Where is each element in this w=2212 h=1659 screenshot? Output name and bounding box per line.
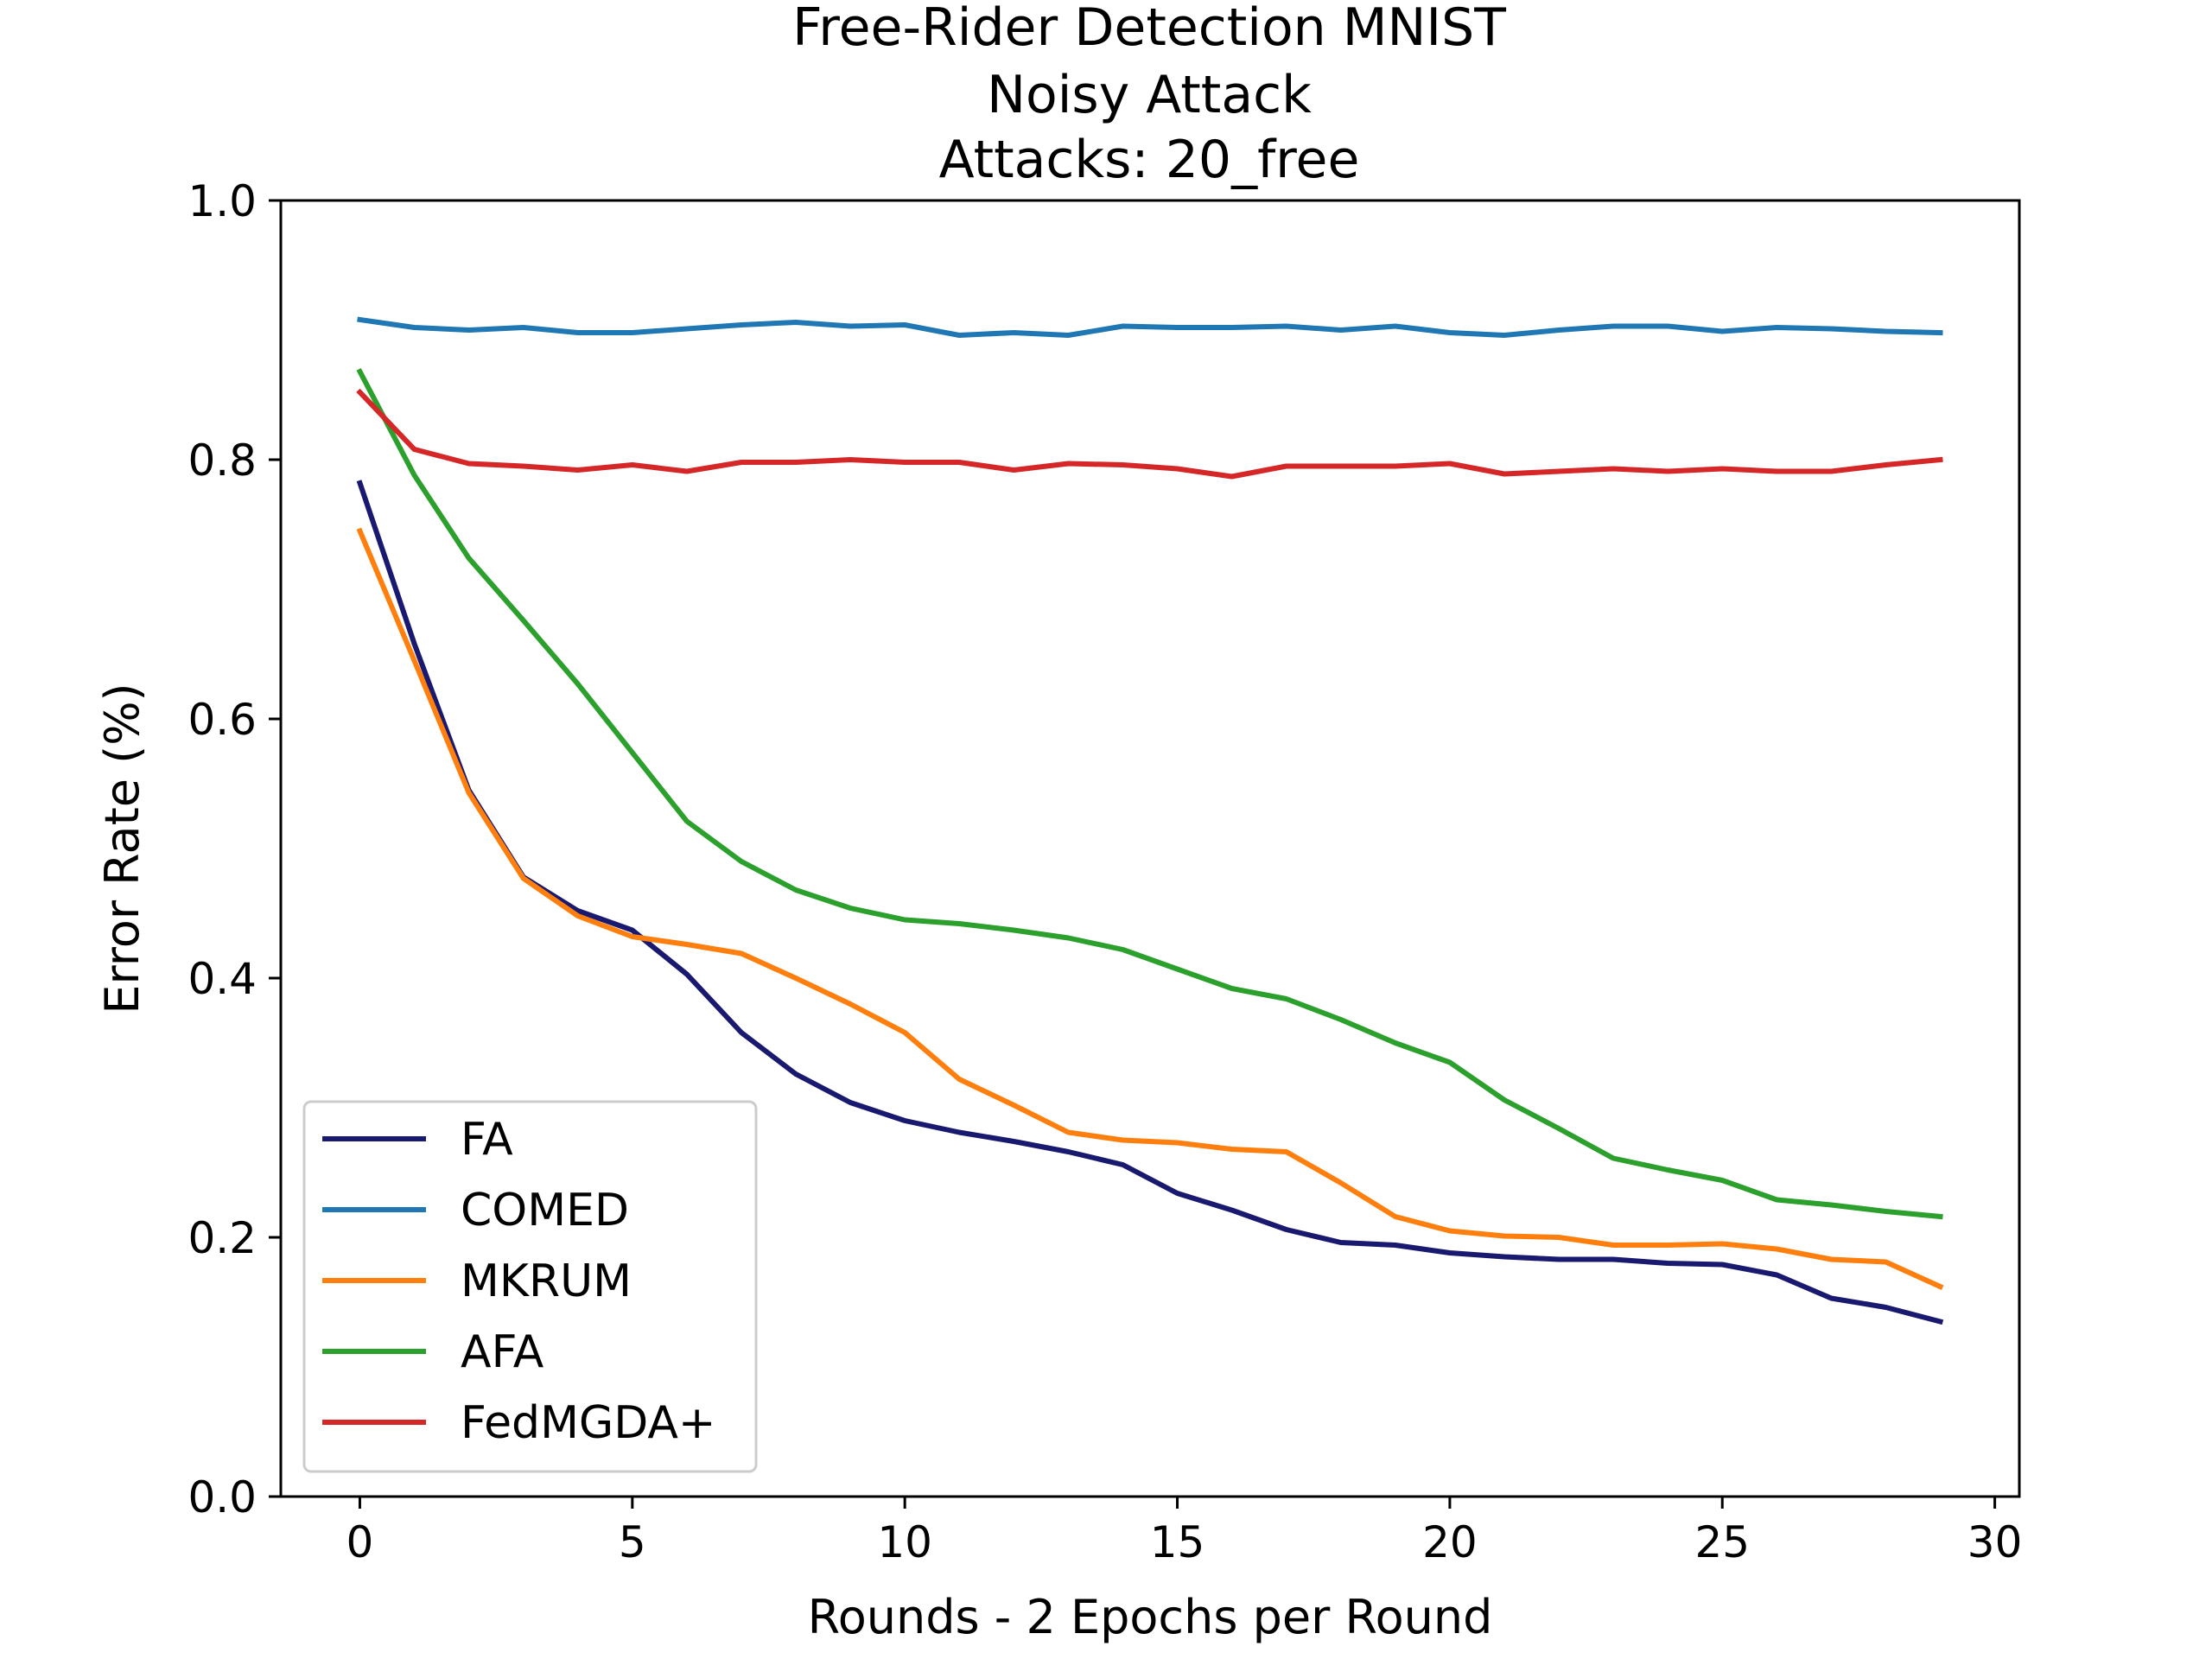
legend-label: COMED [461, 1185, 629, 1236]
y-axis-ticks: 0.0 0.2 0.4 0.6 0.8 1.0 [188, 176, 281, 1522]
y-tick-label: 0.2 [188, 1213, 257, 1263]
title-line-1: Free-Rider Detection MNIST [792, 0, 1506, 58]
legend-label: MKRUM [461, 1255, 632, 1307]
x-axis-ticks: 0 5 10 15 20 25 30 [346, 1497, 2023, 1567]
legend-box [302, 1100, 758, 1473]
x-tick-label: 25 [1694, 1517, 1750, 1567]
series-line-fa [356, 480, 1944, 1325]
chart-title: Free-Rider Detection MNIST Noisy Attack … [792, 0, 1506, 190]
legend-items: FA COMED MKRUM AFA FedMGDA+ [322, 1114, 716, 1449]
x-tick-label: 30 [1967, 1517, 2023, 1567]
series-layer [356, 316, 1944, 1325]
x-tick-label: 20 [1422, 1517, 1478, 1567]
x-tick-label: 5 [619, 1517, 646, 1567]
x-tick-label: 0 [346, 1517, 374, 1567]
y-axis-label: Error Rate (%) [95, 683, 149, 1014]
y-tick-label: 0.6 [188, 695, 257, 745]
legend-label: FedMGDA+ [461, 1397, 716, 1449]
x-axis-label: Rounds - 2 Epochs per Round [808, 1590, 1493, 1644]
series-line-afa [356, 367, 1943, 1220]
legend: FA COMED MKRUM AFA FedMGDA+ [302, 1100, 758, 1473]
y-tick-label: 0.4 [188, 954, 257, 1004]
legend-label: AFA [461, 1326, 544, 1378]
legend-label: FA [461, 1114, 513, 1166]
title-line-2: Noisy Attack [987, 65, 1312, 125]
y-tick-label: 0.0 [188, 1472, 257, 1522]
x-tick-label: 10 [877, 1517, 932, 1567]
title-line-3: Attacks: 20_free [939, 130, 1360, 190]
y-tick-label: 0.8 [188, 435, 257, 486]
series-line-fedmgda- [356, 388, 1943, 480]
x-tick-label: 15 [1150, 1517, 1205, 1567]
plot-frame [279, 199, 2021, 1498]
series-line-comed [357, 316, 1943, 338]
y-tick-label: 1.0 [188, 176, 257, 226]
series-line-mkrum [356, 527, 1944, 1290]
